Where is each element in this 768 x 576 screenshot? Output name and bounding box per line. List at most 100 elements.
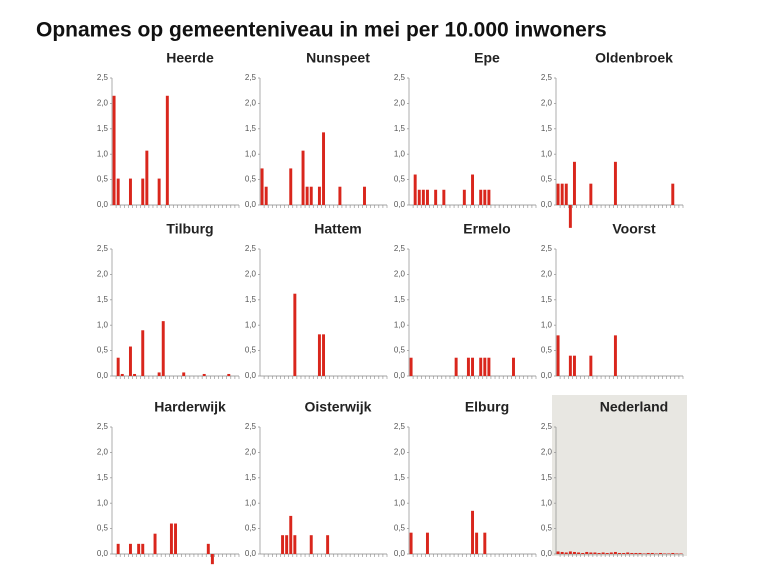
bar: [145, 150, 149, 205]
bar: [454, 357, 458, 376]
y-tick-label: 0,0: [97, 200, 109, 209]
y-tick-label: 0,0: [245, 371, 257, 380]
bar: [322, 334, 326, 376]
bar: [260, 168, 264, 205]
y-tick-label: 0,5: [541, 524, 553, 533]
bar: [128, 543, 132, 554]
bar: [409, 357, 413, 376]
y-tick-label: 1,5: [541, 473, 553, 482]
y-tick-label: 0,5: [245, 175, 257, 184]
bar: [589, 183, 593, 205]
bar: [568, 355, 572, 376]
bar: [289, 515, 293, 554]
bar: [679, 553, 683, 554]
y-tick-label: 0,5: [97, 346, 109, 355]
bar: [161, 321, 165, 376]
y-tick-label: 1,0: [394, 498, 406, 507]
y-tick-label: 1,5: [97, 124, 109, 133]
bar: [165, 95, 169, 205]
bar: [613, 551, 617, 554]
y-tick-label: 2,5: [394, 244, 406, 253]
bar: [479, 189, 483, 205]
bar: [425, 189, 429, 205]
bar: [120, 373, 124, 376]
bar: [568, 205, 572, 228]
bar: [560, 183, 564, 205]
y-tick-label: 0,5: [541, 346, 553, 355]
y-tick-label: 2,0: [541, 270, 553, 279]
panel-title: Epe: [474, 50, 500, 66]
bar: [483, 357, 487, 376]
panel-title: Ermelo: [463, 221, 510, 237]
bar: [572, 551, 576, 554]
bar: [322, 132, 326, 205]
bar: [293, 535, 297, 554]
bar: [487, 357, 491, 376]
bar: [671, 183, 675, 205]
bar: [667, 553, 671, 554]
bar: [301, 150, 305, 205]
bar: [227, 373, 231, 376]
bar: [675, 553, 679, 554]
y-tick-label: 2,5: [245, 422, 257, 431]
bar: [654, 553, 658, 554]
bar: [434, 189, 438, 205]
bar: [466, 357, 470, 376]
bar: [479, 357, 483, 376]
panel-title: Harderwijk: [154, 399, 226, 415]
bar: [317, 186, 321, 205]
bar: [642, 553, 646, 554]
y-tick-label: 0,0: [394, 549, 406, 558]
bar: [613, 161, 617, 205]
y-tick-label: 1,0: [97, 149, 109, 158]
bar: [618, 552, 622, 554]
bar: [116, 543, 120, 554]
y-tick-label: 1,5: [97, 473, 109, 482]
y-tick-label: 2,5: [245, 244, 257, 253]
y-tick-label: 0,0: [541, 200, 553, 209]
bar: [210, 554, 214, 565]
y-tick-label: 2,5: [97, 73, 109, 82]
y-tick-label: 0,0: [97, 371, 109, 380]
panel-background: [552, 395, 687, 556]
bar: [141, 543, 145, 554]
y-tick-label: 1,0: [245, 498, 257, 507]
y-tick-label: 1,0: [394, 149, 406, 158]
bar: [483, 532, 487, 554]
y-tick-label: 2,0: [541, 99, 553, 108]
bar: [634, 552, 638, 554]
bar: [568, 551, 572, 554]
y-tick-label: 2,0: [394, 99, 406, 108]
panel-title: Nunspeet: [306, 50, 370, 66]
y-tick-label: 2,0: [97, 448, 109, 457]
y-tick-label: 2,5: [245, 73, 257, 82]
y-tick-label: 1,5: [97, 295, 109, 304]
bar: [116, 178, 120, 205]
y-tick-label: 2,5: [541, 73, 553, 82]
bar: [512, 357, 515, 376]
bar: [560, 551, 564, 554]
bar: [577, 552, 581, 554]
bar: [128, 178, 132, 205]
y-tick-label: 1,0: [541, 498, 553, 507]
y-tick-label: 1,0: [541, 320, 553, 329]
bar: [572, 355, 576, 376]
y-tick-label: 2,0: [394, 270, 406, 279]
bar: [593, 552, 597, 554]
bar: [326, 535, 330, 554]
y-tick-label: 2,0: [245, 448, 257, 457]
bar: [141, 330, 145, 376]
y-tick-label: 1,0: [541, 149, 553, 158]
bar: [556, 335, 560, 376]
y-tick-label: 1,5: [245, 473, 257, 482]
bar: [589, 355, 593, 376]
y-tick-label: 2,0: [97, 99, 109, 108]
bar: [363, 186, 366, 205]
bar: [605, 552, 609, 554]
y-tick-label: 2,0: [97, 270, 109, 279]
y-tick-label: 1,5: [245, 124, 257, 133]
bar: [564, 183, 568, 205]
bar: [597, 552, 601, 554]
bar: [556, 183, 560, 205]
bar: [650, 552, 654, 554]
